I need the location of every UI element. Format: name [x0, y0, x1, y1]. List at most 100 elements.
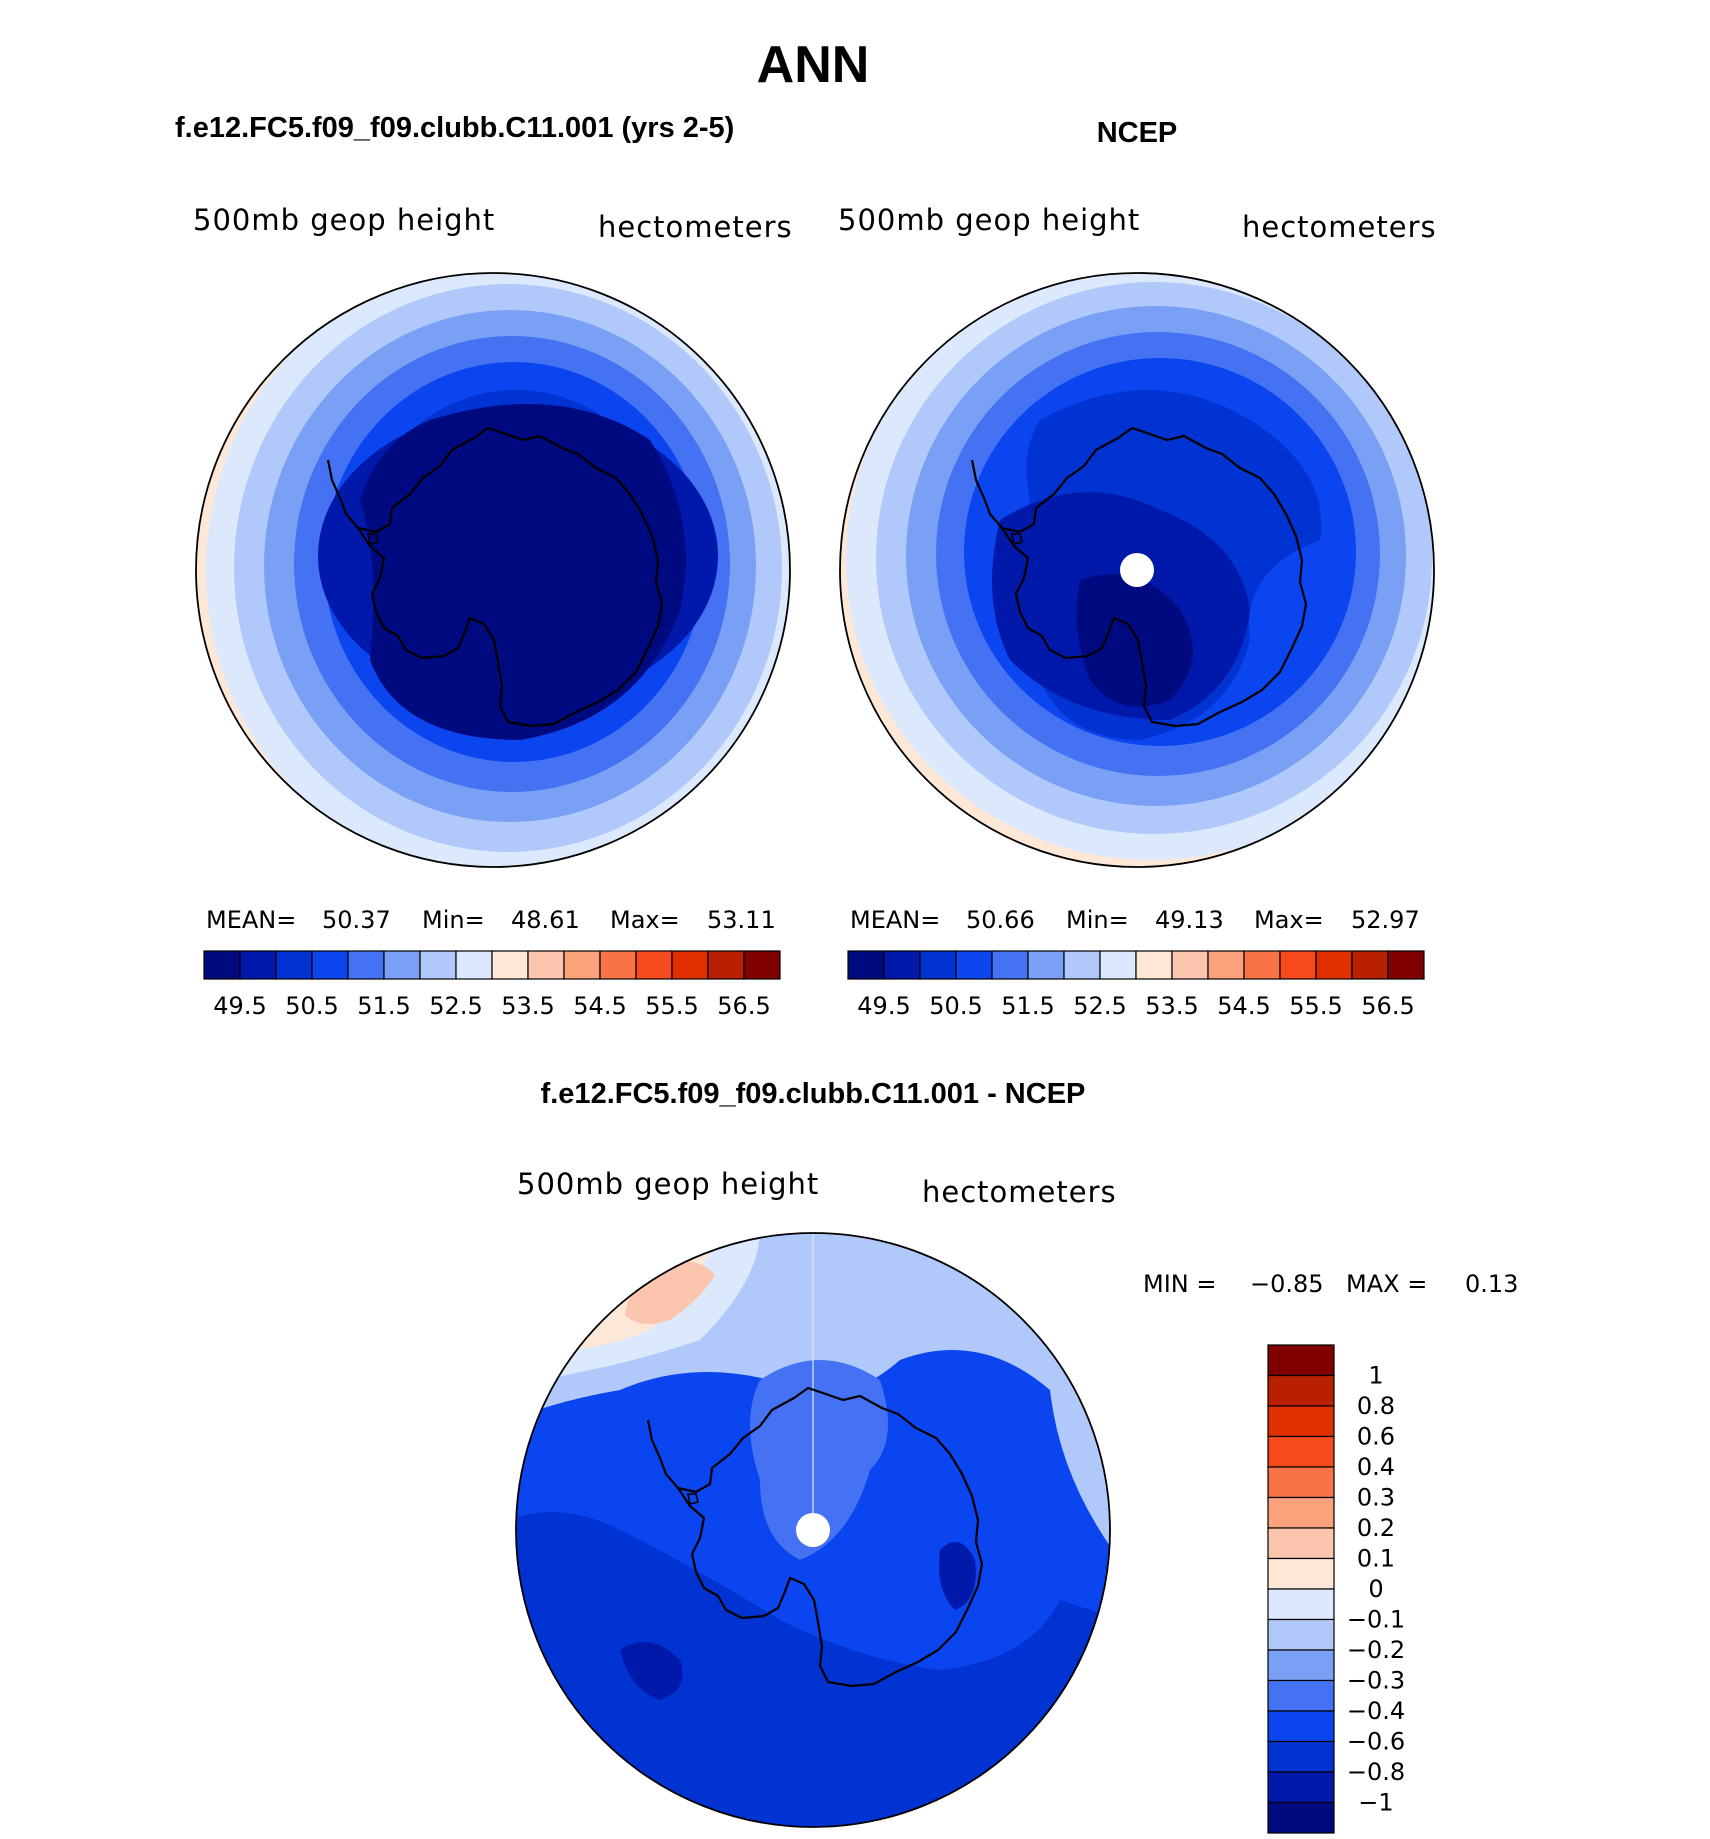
- colorbar-obs-tick-label: 49.5: [857, 992, 910, 1020]
- panel-model-variable: 500mb geop height: [193, 203, 495, 237]
- colorbar-diff-swatch: [1267, 1435, 1335, 1468]
- colorbar-diff-tick-label: −0.4: [1347, 1697, 1405, 1725]
- colorbar-diff-tick-label: −0.2: [1347, 1636, 1405, 1664]
- colorbar-obs-swatch: [1171, 950, 1209, 980]
- colorbar-model-tick-label: 50.5: [285, 992, 338, 1020]
- colorbar-diff-tick-label: 0.3: [1357, 1484, 1395, 1512]
- colorbar-obs-swatch: [1099, 950, 1137, 980]
- colorbar-diff-swatch: [1267, 1588, 1335, 1621]
- stat-max-value-obs: 52.97: [1351, 906, 1420, 934]
- colorbar-model-swatch: [743, 950, 781, 980]
- colorbar-diff-swatch: [1267, 1496, 1335, 1529]
- panel-model-units: hectometers: [598, 210, 793, 244]
- colorbar-diff-tick-label: 0: [1368, 1575, 1383, 1603]
- colorbar-diff-swatch: [1267, 1527, 1335, 1560]
- colorbar-model-swatch: [239, 950, 277, 980]
- colorbar-obs-tick-label: 56.5: [1361, 992, 1414, 1020]
- colorbar-model-swatch: [491, 950, 529, 980]
- pole-hole-diff: [796, 1513, 830, 1547]
- panel-diff-title: f.e12.FC5.f09_f09.clubb.C11.001 - NCEP: [541, 1078, 1086, 1110]
- colorbar-model-swatch: [527, 950, 565, 980]
- stat-mean-label-model: MEAN=: [206, 906, 296, 934]
- colorbar-model-tick-label: 52.5: [429, 992, 482, 1020]
- panel-obs-variable: 500mb geop height: [838, 203, 1140, 237]
- colorbar-diff-tick-label: −0.1: [1347, 1606, 1405, 1634]
- colorbar-model-tick-label: 53.5: [501, 992, 554, 1020]
- colorbar-obs-swatch: [991, 950, 1029, 980]
- colorbar-obs-tick-label: 50.5: [929, 992, 982, 1020]
- colorbar-diff-tick-label: −1: [1358, 1789, 1393, 1817]
- panel-diff-variable: 500mb geop height: [517, 1167, 819, 1201]
- stat-min-value-model: 48.61: [511, 906, 580, 934]
- colorbar-obs-tick-label: 51.5: [1001, 992, 1054, 1020]
- colorbar-obs-swatch: [883, 950, 921, 980]
- colorbar-diff-swatch: [1267, 1374, 1335, 1407]
- colorbar-diff-tick-label: −0.3: [1347, 1667, 1405, 1695]
- colorbar-diff-tick-label: 0.2: [1357, 1514, 1395, 1542]
- panel-diff-units: hectometers: [922, 1175, 1117, 1209]
- colorbar-diff-swatch: [1267, 1557, 1335, 1590]
- stat-max-label-diff: MAX =: [1346, 1270, 1427, 1298]
- colorbar-diff-swatch: [1267, 1740, 1335, 1773]
- colorbar-diff-swatch: [1267, 1405, 1335, 1438]
- colorbar-obs: [847, 950, 1425, 980]
- colorbar-diff-swatch: [1267, 1649, 1335, 1682]
- colorbar-diff-labels: 10.8 0.60.4 0.30.2 0.10 −0.1−0.2 −0.3−0.4 −0.6…: [1347, 1362, 1405, 1817]
- colorbar-model-swatch: [707, 950, 745, 980]
- colorbar-model-tick-label: 51.5: [357, 992, 410, 1020]
- colorbar-diff-swatch: [1267, 1801, 1335, 1834]
- colorbar-model-swatch: [383, 950, 421, 980]
- colorbar-obs-tick-label: 55.5: [1289, 992, 1342, 1020]
- colorbar-obs-swatch: [1207, 950, 1245, 980]
- colorbar-obs-swatch: [1135, 950, 1173, 980]
- stat-mean-value-obs: 50.66: [966, 906, 1035, 934]
- stat-mean-value-model: 50.37: [322, 906, 391, 934]
- stat-min-label-diff: MIN =: [1143, 1270, 1216, 1298]
- colorbar-model-swatch: [347, 950, 385, 980]
- stat-min-label-obs: Min=: [1066, 906, 1129, 934]
- panel-obs-title: NCEP: [1097, 117, 1178, 149]
- panel-model: f.e12.FC5.f09_f09.clubb.C11.001 (yrs 2-5…: [175, 112, 793, 1020]
- colorbar-diff-swatch: [1267, 1679, 1335, 1712]
- colorbar-diff: [1267, 1344, 1335, 1834]
- colorbar-model-tick-label: 54.5: [573, 992, 626, 1020]
- colorbar-model-swatch: [419, 950, 457, 980]
- colorbar-obs-tick-label: 54.5: [1217, 992, 1270, 1020]
- colorbar-model-tick-label: 55.5: [645, 992, 698, 1020]
- colorbar-diff-tick-label: 0.4: [1357, 1453, 1395, 1481]
- colorbar-diff-swatch: [1267, 1618, 1335, 1651]
- panel-obs: NCEP 500mb geop height hectometers MEAN=…: [838, 117, 1436, 1020]
- colorbar-model-swatch: [203, 950, 241, 980]
- colorbar-obs-swatch: [1063, 950, 1101, 980]
- colorbar-model-swatch: [599, 950, 637, 980]
- colorbar-obs-swatch: [1027, 950, 1065, 980]
- colorbar-obs-tick-label: 52.5: [1073, 992, 1126, 1020]
- colorbar-obs-swatch: [1351, 950, 1389, 980]
- colorbar-model: [203, 950, 781, 980]
- colorbar-diff-swatch: [1267, 1710, 1335, 1743]
- colorbar-diff-swatch: [1267, 1466, 1335, 1499]
- colorbar-model-swatch: [455, 950, 493, 980]
- colorbar-model-tick-label: 56.5: [717, 992, 770, 1020]
- colorbar-obs-swatch: [1387, 950, 1425, 980]
- colorbar-diff-tick-label: 0.1: [1357, 1545, 1395, 1573]
- panel-model-title: f.e12.FC5.f09_f09.clubb.C11.001 (yrs 2-5…: [175, 112, 734, 144]
- colorbar-diff-swatch: [1267, 1344, 1335, 1377]
- stat-max-label-model: Max=: [610, 906, 680, 934]
- colorbar-obs-labels: 49.5 50.5 51.5 52.5 53.5 54.5 55.5 56.5: [857, 992, 1414, 1020]
- colorbar-model-labels: 49.5 50.5 51.5 52.5 53.5 54.5 55.5 56.5: [213, 992, 770, 1020]
- stat-min-value-diff: −0.85: [1250, 1270, 1324, 1298]
- map-border-obs: [839, 272, 1435, 868]
- colorbar-model-tick-label: 49.5: [213, 992, 266, 1020]
- map-border-model: [195, 272, 791, 868]
- colorbar-obs-swatch: [1243, 950, 1281, 980]
- stat-max-value-diff: 0.13: [1465, 1270, 1518, 1298]
- colorbar-diff-tick-label: 1: [1368, 1362, 1383, 1390]
- polar-map-model: [196, 273, 790, 867]
- colorbar-diff-tick-label: 0.8: [1357, 1392, 1395, 1420]
- colorbar-obs-tick-label: 53.5: [1145, 992, 1198, 1020]
- pole-hole-obs: [1120, 553, 1154, 587]
- colorbar-model-swatch: [671, 950, 709, 980]
- stat-mean-label-obs: MEAN=: [850, 906, 940, 934]
